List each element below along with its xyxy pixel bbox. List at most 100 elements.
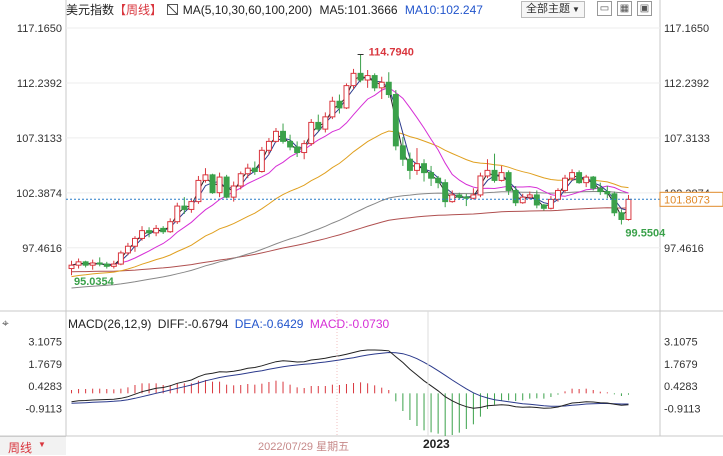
candle [265,138,272,155]
macd-axis-tick-left: 1.7679 [28,359,62,371]
ma10-value: MA10:102.247 [404,3,483,17]
candle-body [399,145,406,160]
candle [533,190,540,209]
candle [463,193,470,207]
candle [139,226,145,241]
candle [618,209,625,225]
candle [244,163,251,179]
macd-label[interactable]: MACD(26,12,9) [68,317,152,331]
candle [146,227,153,238]
ma60-line [71,130,629,278]
candle [484,159,491,179]
candle-body [110,263,117,267]
candle-body [590,176,597,189]
candle-body [519,196,526,204]
candle [280,123,286,144]
ma-settings-icon[interactable] [167,4,179,15]
candle [322,112,329,133]
candle [576,170,583,184]
candle [569,169,576,181]
candle [132,236,138,252]
candle [421,159,427,182]
candle [315,114,322,132]
ma-label[interactable]: MA(5,10,30,60,100,200) [182,3,313,17]
candle [371,73,378,92]
candle [301,140,308,160]
candle [611,191,618,217]
candle [477,172,484,198]
chart-toolbar-icon-2[interactable]: ▦ [617,1,632,16]
candle [82,260,89,268]
period-tag[interactable]: 【周线】 [114,3,163,17]
candle-body [576,172,583,184]
candle [237,171,244,190]
candle [604,186,611,199]
ma100-line [71,191,629,289]
candle-body [68,264,75,270]
candle [308,119,315,146]
candle-body [315,121,322,130]
candle-body [562,177,568,191]
candle [435,175,442,189]
low-annotation-left: 95.0354 [74,276,115,288]
candle [258,146,265,173]
candle-body [336,100,343,109]
price-axis-tick-left: 117.1650 [17,23,62,35]
candle [350,68,357,89]
price-axis-tick-left: 102.3874 [16,188,62,200]
price-axis-tick-right: 117.1650 [664,23,709,35]
candle-body [230,185,237,198]
chart-toolbar-icon-3[interactable]: ▣ [637,1,652,16]
candle-body [392,94,399,147]
candle [273,128,279,143]
candle [153,225,160,237]
candle [547,196,554,210]
candle [491,153,498,183]
candle-body [406,158,413,171]
period-selector[interactable]: 周线 ▼ [0,436,66,455]
candle [364,70,371,88]
candle-body [146,230,153,234]
candle-body [329,100,336,118]
candle-body [244,167,251,175]
candle [287,134,294,151]
candle [555,188,561,202]
candle-body [625,198,632,220]
macd-header: MACD(26,12,9) DIFF:-0.6794 DEA:-0.6429 M… [68,317,389,331]
candle [294,141,301,157]
chart-toolbar-icon-1[interactable]: ▭ [597,1,612,16]
candle-body [188,201,195,210]
candle [117,250,124,266]
price-axis-tick-right: 97.4616 [664,243,704,255]
candle [526,191,533,200]
candle-body [470,194,477,199]
ma200-line [71,207,629,273]
candle [562,174,568,193]
candle [540,203,547,211]
macd-axis-tick-right: 0.4283 [664,381,698,393]
candle-body [251,167,258,172]
candle-body [181,205,188,210]
candle-body [280,130,286,142]
candle [378,76,385,99]
candle-body [428,172,435,179]
candle-body [265,140,272,151]
theme-dropdown-label: 全部主题 [526,3,570,15]
candle [124,242,131,256]
candle-body [385,81,392,96]
candle [385,72,392,98]
candle-body [103,263,110,267]
candle-body [139,230,145,239]
candle-body [209,174,216,194]
candle-body [223,176,230,198]
candle-body [124,245,131,254]
candle [414,148,420,175]
price-axis-tick-right: 112.2392 [664,78,709,90]
candle [216,172,223,198]
candle-body [322,116,329,130]
theme-dropdown[interactable]: 全部主题 ▼ [521,1,585,18]
candle-body [456,194,463,198]
candle-body [512,189,519,204]
crosshair-icon[interactable]: ⌖ [2,316,9,330]
